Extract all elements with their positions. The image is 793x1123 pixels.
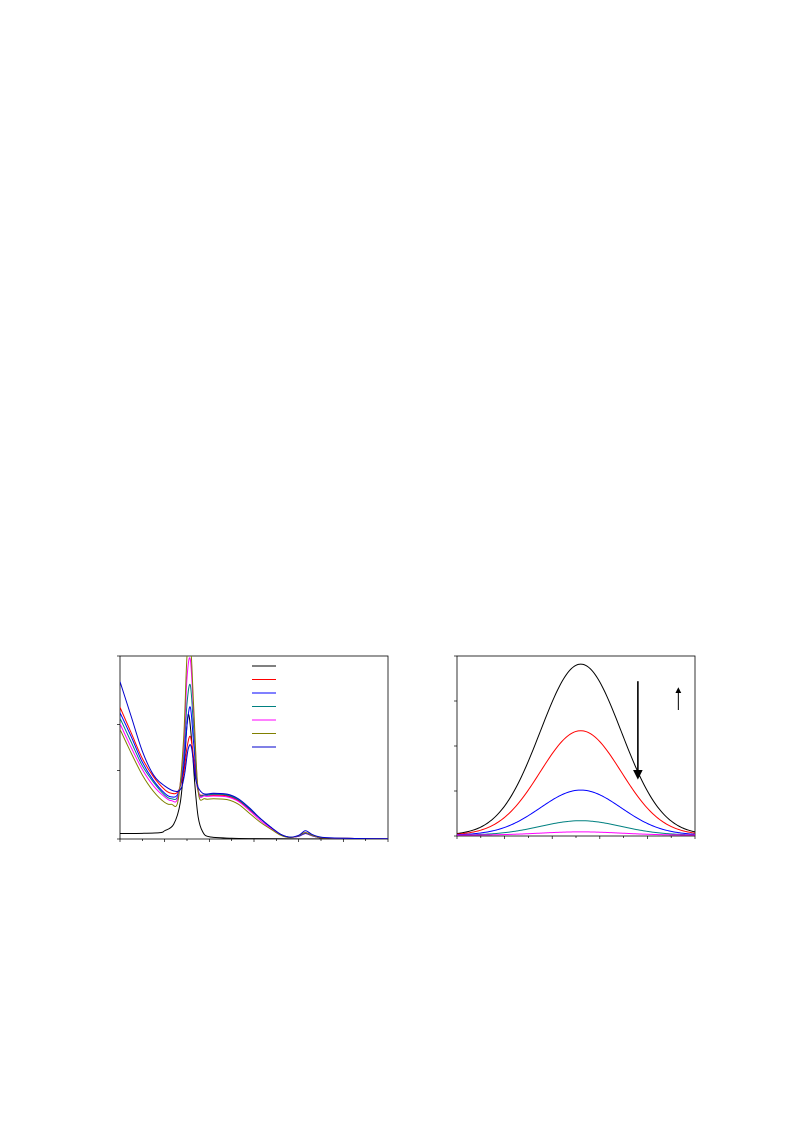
- series-line-4: [120, 683, 388, 839]
- series-line-1: [120, 713, 388, 839]
- series-line-5: [457, 831, 695, 836]
- series-line-7: [120, 681, 388, 839]
- series-line-2: [457, 730, 695, 835]
- series-line-2: [120, 707, 388, 839]
- legend: [252, 665, 276, 748]
- series-group: [120, 656, 388, 839]
- series-line-4: [457, 820, 695, 836]
- chart-right: [454, 655, 696, 839]
- series-line-1: [457, 663, 695, 835]
- series-line-6: [120, 656, 388, 839]
- series-line-3: [120, 706, 388, 839]
- chart-left: [117, 655, 389, 842]
- series-group: [457, 663, 695, 836]
- series-line-3: [457, 789, 695, 836]
